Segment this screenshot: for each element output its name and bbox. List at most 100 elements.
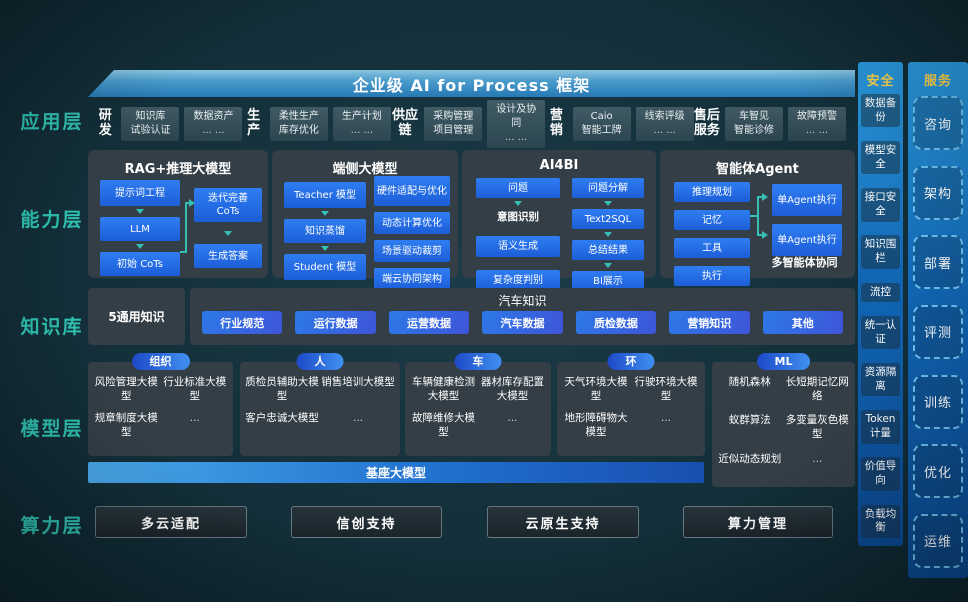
flow-text: 意图识别: [497, 211, 539, 223]
flow-node: 推理规划: [674, 182, 750, 202]
knowledge-pill: 营销知识: [669, 311, 750, 334]
model-group-people: 人 质检员辅助大模型 销售培训大模型 客户忠诚大模型 ...: [240, 353, 400, 456]
flow-node: 问题: [476, 178, 560, 198]
layer-label-compute: 算力层: [20, 515, 84, 537]
chip-line: 智能诊修: [734, 125, 774, 136]
chip-line: 采购管理: [433, 111, 474, 122]
capability-box-agent: 智能体Agent 推理规划 记忆 工具 执行 单Agent执行 单Agent执行…: [660, 150, 855, 286]
box-title: RAG+推理大模型: [124, 162, 232, 177]
service-item: 评测: [913, 304, 963, 359]
layer-label-knowledge: 知识库: [20, 316, 84, 338]
capability-box-edge-model: 端侧大模型 Teacher 模型 知识蒸馏 Student 模型 硬件适配与优化…: [272, 150, 458, 290]
services-items: 咨询 架构 部署 评测 训练 优化 运维: [913, 96, 963, 568]
security-column: 安全 数据备份 模型安全 接口安全 知识围栏 流控 统一认证 资源隔离 Toke…: [858, 62, 903, 546]
chip-line: 生产计划: [341, 111, 382, 122]
group-pill: 环: [607, 353, 655, 370]
chip-line: 项目管理: [433, 125, 474, 136]
arrow-down-icon: [321, 246, 329, 251]
app-chip: 车智见 智能诊修: [725, 107, 783, 141]
knowledge-pill-row: 行业规范 运行数据 运营数据 汽车数据 质检数据 营销知识 其他: [202, 311, 843, 334]
chip-line: 库存优化: [278, 125, 319, 136]
chip-line: Caio: [590, 111, 613, 122]
flow-node: 工具: [674, 238, 750, 258]
flow-node: LLM: [100, 217, 180, 241]
security-item: 知识围栏: [861, 235, 900, 269]
connector-line: [757, 234, 763, 236]
flow-node: 执行: [674, 266, 750, 286]
chip-line: 试验认证: [130, 125, 171, 136]
group-pill: 人: [296, 353, 344, 370]
arrow-down-icon: [136, 209, 144, 214]
multi-agent-caption: 多智能体协同: [771, 256, 838, 269]
model-item: 地形障碍物大模型: [564, 412, 628, 438]
layer-label-capability: 能力层: [20, 209, 84, 231]
app-chip: 线索评级 ... ...: [635, 107, 694, 141]
chip-line: 柔性生产: [278, 111, 319, 122]
arrow-right-icon: [762, 193, 768, 201]
security-item: 统一认证: [861, 316, 900, 350]
app-chip: 采购管理 项目管理: [424, 107, 483, 141]
compute-item-multicloud: 多云适配: [95, 506, 247, 538]
services-title: 服务: [923, 74, 952, 89]
flow-node: Teacher 模型: [284, 182, 366, 208]
flow-node: 场景驱动裁剪: [374, 240, 450, 262]
title-banner: 企业级 AI for Process 框架: [88, 70, 855, 97]
service-item: 咨询: [913, 96, 963, 150]
layer-label-model: 模型层: [20, 418, 84, 440]
app-chip: Caio 智能工牌: [572, 107, 631, 141]
flow-node: 初始 CoTs: [100, 252, 180, 276]
box-title: 端侧大模型: [332, 162, 398, 177]
general-knowledge-box: 5通用知识: [88, 288, 185, 345]
model-item: 客户忠诚大模型: [245, 412, 319, 425]
app-group-aftersales: 售后服务 车智见 智能诊修 故障预警 ... ...: [694, 107, 846, 141]
knowledge-pill: 行业规范: [202, 311, 283, 334]
box-title: AI4BI: [539, 158, 579, 173]
service-item: 训练: [913, 374, 963, 429]
service-item: 架构: [913, 165, 963, 220]
chip-line: 知识库: [135, 111, 166, 122]
model-item: ...: [507, 412, 518, 425]
model-item: 质检员辅助大模型: [245, 376, 319, 402]
flow-node: 硬件适配与优化: [374, 176, 450, 206]
model-item: ...: [660, 412, 671, 425]
flow-node: Text2SQL: [572, 209, 644, 229]
flow-node: Student 模型: [284, 254, 366, 280]
arrow-down-icon: [604, 201, 612, 206]
capability-box-ai4bi: AI4BI 问题 意图识别 语义生成 复杂度判别 问题分解 Text2SQL 总…: [462, 150, 656, 291]
flow-node: 单Agent执行: [772, 224, 842, 256]
flow-node: 语义生成: [476, 236, 560, 257]
model-group-organization: 组织 风险管理大模型 行业标准大模型 规章制度大模型 ...: [88, 353, 233, 456]
model-item: ...: [812, 452, 823, 465]
security-item: 接口安全: [861, 188, 900, 222]
layer-label-application: 应用层: [20, 111, 84, 133]
compute-item-management: 算力管理: [683, 506, 833, 538]
flow-node: BI展示: [572, 271, 644, 291]
model-group-ml: ML 随机森林 长短期记忆网络 蚁群算法 多变量灰色模型 近似动态规划 ...: [712, 353, 855, 487]
model-item: 多变量灰色模型: [785, 414, 849, 440]
flow-node: 问题分解: [572, 178, 644, 198]
flow-node: 端云协同架构: [374, 268, 450, 290]
auto-knowledge-title: 汽车知识: [498, 294, 547, 308]
service-item: 优化: [913, 444, 963, 499]
chip-line: 线索评级: [644, 111, 685, 122]
security-item: Token计量: [861, 410, 900, 444]
flow-node: 单Agent执行: [772, 184, 842, 216]
app-group-marketing: 营销 Caio 智能工牌 线索评级 ... ...: [545, 107, 694, 141]
app-group-label: 售后服务: [693, 108, 720, 138]
app-chip: 故障预警 ... ...: [788, 107, 846, 141]
flow-node: 记忆: [674, 210, 750, 230]
model-item: 长短期记忆网络: [785, 376, 849, 402]
model-item: 蚁群算法: [728, 414, 771, 427]
model-item: 规章制度大模型: [94, 412, 158, 438]
arrow-right-icon: [189, 199, 195, 207]
service-item: 运维: [913, 513, 963, 568]
knowledge-pill: 运营数据: [388, 311, 470, 334]
arrow-down-icon: [224, 231, 232, 236]
connector-line: [185, 202, 187, 253]
services-column: 服务 咨询 架构 部署 评测 训练 优化 运维: [908, 62, 968, 578]
model-item: 随机森林: [728, 376, 771, 388]
model-item: ...: [189, 412, 200, 425]
security-item: 数据备份: [861, 94, 900, 128]
model-item: 销售培训大模型: [321, 376, 395, 388]
auto-knowledge-box: 汽车知识 行业规范 运行数据 运营数据 汽车数据 质检数据 营销知识 其他: [190, 288, 855, 345]
